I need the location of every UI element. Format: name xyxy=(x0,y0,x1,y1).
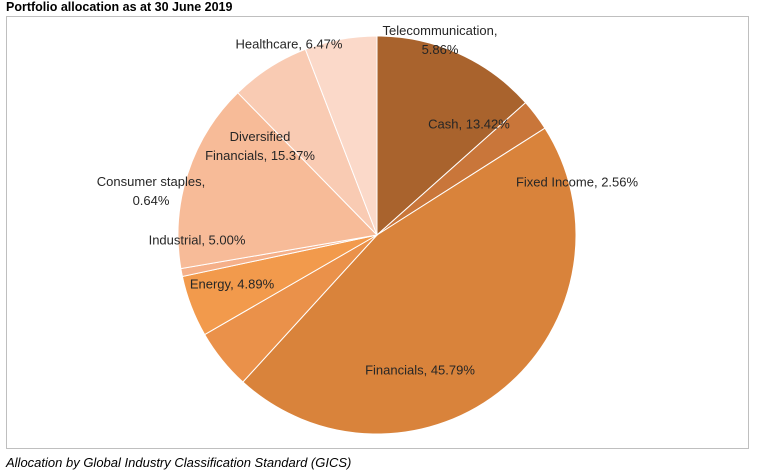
pie-slice-cash xyxy=(376,35,527,237)
chart-footnote: Allocation by Global Industry Classifica… xyxy=(6,455,352,470)
data-label-diversified-financials: Diversified Financials, 15.37% xyxy=(205,129,315,163)
data-label-consumer-staples: Consumer staples, 0.64% xyxy=(97,174,205,208)
data-label-industrial: Industrial, 5.00% xyxy=(149,233,246,248)
data-label-energy: Energy, 4.89% xyxy=(190,277,275,292)
chart-title: Portfolio allocation as at 30 June 2019 xyxy=(6,0,233,14)
data-label-healthcare: Healthcare, 6.47% xyxy=(236,37,343,52)
pie-slice-diversified-financials xyxy=(177,92,379,270)
data-label-cash: Cash, 13.42% xyxy=(428,117,510,132)
pie-slice-telecommunication xyxy=(304,35,378,236)
data-label-fixed-income: Fixed Income, 2.56% xyxy=(516,175,639,190)
data-label-financials: Financials, 45.79% xyxy=(365,363,475,378)
pie-slice-financials xyxy=(242,127,577,435)
data-label-telecommunication: Telecommunication, 5.86% xyxy=(383,23,498,57)
